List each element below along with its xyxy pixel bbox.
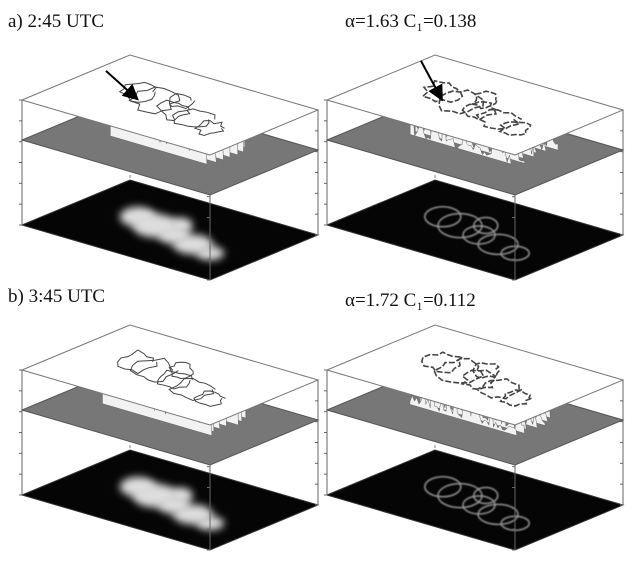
surface-plots	[19, 55, 623, 550]
figure: a) 2:45 UTC α=1.63 C₁=0.138 b) 3:45 UTC …	[0, 0, 639, 569]
panel-parameters: α=1.63 C₁=0.138	[345, 11, 476, 32]
panel-parameters: α=1.72 C₁=0.112	[345, 290, 476, 311]
intensity-blob	[169, 218, 193, 234]
panel-label: a) 2:45 UTC	[8, 11, 104, 32]
intensity-blob	[169, 488, 193, 504]
panel-label: b) 3:45 UTC	[8, 286, 105, 307]
